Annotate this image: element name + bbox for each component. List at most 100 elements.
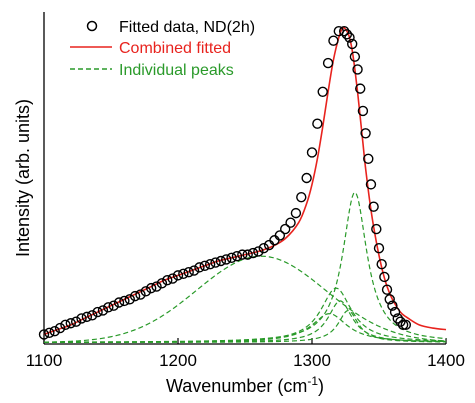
data-point-marker: [373, 243, 385, 254]
data-point-marker: [87, 310, 98, 321]
data-point-marker: [103, 302, 114, 313]
data-point-marker: [167, 273, 178, 284]
data-point-marker: [357, 105, 369, 117]
data-point-marker: [379, 271, 390, 283]
data-point-marker: [210, 257, 221, 268]
data-point-marker: [60, 319, 71, 331]
data-point-marker: [280, 223, 291, 235]
data-point-marker: [162, 274, 173, 286]
data-point-marker: [65, 318, 77, 329]
data-point-marker: [178, 268, 189, 279]
data-point-marker: [221, 254, 232, 265]
data-point-marker: [365, 179, 377, 190]
data-point-marker: [258, 243, 269, 254]
x-tick-label: 1300: [293, 351, 331, 370]
data-point-marker: [341, 29, 353, 40]
data-point-marker: [156, 278, 168, 289]
legend-item-fitted-data: Fitted data, ND(2h): [86, 19, 255, 36]
data-point-marker: [194, 262, 205, 273]
data-point-marker: [145, 282, 157, 294]
data-point-marker: [38, 329, 50, 340]
x-ticks: 1100 1200 1300 1400: [26, 338, 465, 370]
data-point-marker: [344, 32, 355, 43]
data-point-marker: [371, 223, 382, 235]
data-point-marker: [285, 217, 296, 228]
data-point-marker: [199, 260, 211, 271]
x-axis-title: Wavenumber (cm-1): [166, 374, 324, 396]
data-point-marker: [54, 322, 66, 334]
legend-circle-marker-icon: [86, 20, 98, 32]
data-point-marker: [215, 255, 227, 267]
data-point-marker: [108, 300, 119, 311]
data-point-marker: [355, 83, 366, 94]
data-point-marker: [347, 38, 358, 50]
data-point-marker: [397, 319, 409, 331]
data-point-marker: [376, 258, 387, 270]
data-point-marker: [381, 284, 393, 295]
y-axis-title: Intensity (arb. units): [13, 99, 33, 257]
legend-label-fitted-data: Fitted data, ND(2h): [119, 19, 255, 36]
data-point-marker: [338, 25, 350, 37]
legend-label-individual-peaks: Individual peaks: [119, 62, 234, 79]
x-axis-title-end: ): [318, 376, 324, 396]
data-point-marker: [113, 297, 125, 308]
data-point-marker: [368, 201, 379, 212]
data-point-marker: [290, 207, 302, 219]
data-point-marker: [237, 249, 248, 260]
data-point-marker: [317, 86, 328, 98]
data-point-marker: [363, 153, 374, 165]
data-point-marker: [81, 311, 93, 323]
data-point-marker: [395, 316, 406, 327]
data-point-marker: [400, 319, 411, 331]
data-point-marker: [301, 172, 312, 184]
data-point-marker: [226, 252, 237, 264]
data-point-marker: [129, 290, 141, 302]
data-point-marker: [97, 305, 109, 316]
data-point-marker: [49, 326, 60, 337]
data-point-marker: [204, 258, 216, 270]
data-point-marker: [322, 57, 334, 69]
data-point-marker: [188, 265, 200, 276]
data-point-marker: [360, 128, 371, 139]
data-point-marker: [269, 235, 280, 246]
data-point-marker: [140, 286, 152, 297]
data-point-marker: [135, 289, 146, 300]
data-point-marker: [119, 295, 130, 307]
legend-label-combined-fitted: Combined fitted: [119, 40, 231, 57]
data-point-marker: [242, 249, 253, 260]
data-point-marker: [274, 230, 286, 241]
data-point-marker: [387, 300, 398, 311]
data-point-marker: [70, 316, 82, 327]
x-tick-label: 1200: [159, 351, 197, 370]
data-point-marker: [124, 294, 135, 305]
data-point-marker: [352, 64, 363, 75]
data-point-marker: [384, 294, 395, 305]
data-point-marker: [392, 313, 403, 324]
data-point-marker: [231, 251, 243, 262]
data-point-marker: [296, 191, 307, 203]
legend-item-individual-peaks: Individual peaks: [70, 62, 234, 79]
data-point-marker: [183, 266, 194, 278]
legend: Fitted data, ND(2h) Combined fitted Indi…: [70, 19, 255, 79]
x-axis: 1100 1200 1300 1400: [26, 338, 465, 370]
data-point-marker: [172, 270, 184, 281]
data-point-marker: [44, 327, 55, 339]
individual-peak-line-1: [43, 255, 447, 343]
x-tick-label: 1100: [26, 351, 63, 370]
individual-peaks-layer: [43, 191, 447, 343]
data-point-marker: [247, 247, 259, 259]
data-point-marker: [349, 51, 361, 62]
combined-fitted-line: [43, 26, 447, 336]
x-axis-title-superscript: -1: [307, 374, 318, 388]
data-point-marker: [328, 35, 339, 46]
legend-item-combined-fitted: Combined fitted: [70, 40, 231, 57]
data-point-marker: [253, 246, 264, 257]
data-point-marker: [76, 313, 87, 324]
data-point-marker: [306, 147, 318, 158]
data-point-marker: [389, 306, 401, 318]
data-point-marker: [92, 306, 103, 318]
fitted-data-markers: [38, 25, 411, 340]
x-tick-label: 1400: [427, 351, 465, 370]
data-point-marker: [312, 118, 323, 129]
